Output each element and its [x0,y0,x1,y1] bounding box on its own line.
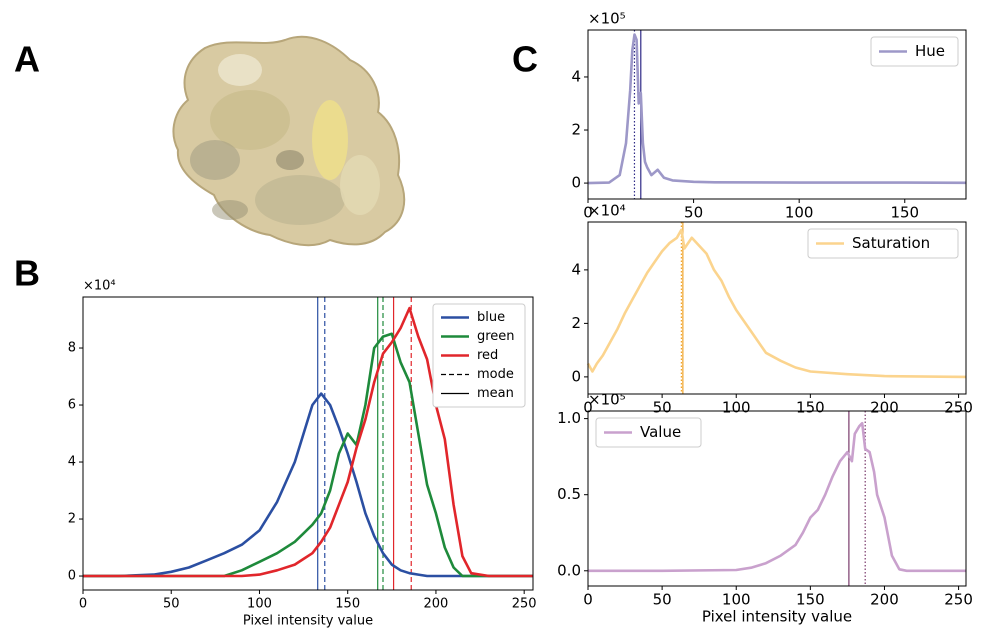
legend-label: mean [477,386,514,401]
x-tick-label: 50 [684,204,703,222]
x-tick-label: 50 [163,597,180,612]
legend-label: Saturation [852,234,930,252]
x-tick-label: 200 [870,399,899,417]
y-tick-label: 2 [68,512,76,527]
offset-text: ×10⁴ [83,279,116,294]
series-line [587,33,967,185]
specimen-photo [172,35,406,247]
x-tick-label: 150 [796,399,825,417]
y-tick-label: 8 [68,341,76,356]
legend: Hue [870,36,959,67]
x-tick-label: 50 [653,591,672,609]
legend-label: mode [477,367,514,382]
legend-label: Hue [915,42,945,60]
axes-frame [587,221,967,395]
legend-label: green [477,329,515,344]
y-tick-label: 6 [68,398,76,413]
legend-box [595,417,702,448]
offset-text: ×10⁵ [588,391,626,409]
series-line [586,228,967,379]
y-tick-label: 4 [571,67,581,85]
x-tick-label: 250 [944,399,973,417]
x-tick-label: 100 [247,597,272,612]
x-tick-label: 250 [512,597,537,612]
x-tick-label: 200 [870,591,899,609]
x-tick-label: 0 [583,204,593,222]
legend-box [432,303,526,408]
axes-frame [82,296,534,591]
legend-label: Value [640,423,681,441]
axes-frame [587,29,967,200]
series-line [83,392,533,578]
x-tick-label: 150 [335,597,360,612]
x-axis-label: Pixel intensity value [243,614,373,629]
y-tick-label: 0 [571,174,581,192]
y-tick-label: 4 [571,260,581,278]
legend: Value [595,417,702,448]
legend-label: red [477,348,498,363]
x-tick-label: 50 [653,399,672,417]
y-tick-label: 0.0 [557,561,581,579]
legend-label: blue [477,310,505,325]
x-tick-label: 100 [722,399,751,417]
x-tick-label: 250 [944,591,973,609]
panel-label: A [14,39,40,80]
y-tick-label: 0 [571,367,581,385]
y-tick-label: 2 [571,314,581,332]
y-tick-label: 1.0 [557,409,581,427]
panel-label: C [512,39,538,80]
x-tick-label: 150 [796,591,825,609]
y-tick-label: 4 [68,455,76,470]
x-tick-label: 0 [583,591,593,609]
legend-box [870,36,959,67]
panel-label: B [14,253,40,294]
y-tick-label: 0 [68,569,76,584]
series-line [588,421,966,573]
offset-text: ×10⁴ [588,202,626,220]
x-tick-label: 100 [785,204,814,222]
legend: blue green red mode mean [432,303,526,408]
x-axis-label: Pixel intensity value [702,608,852,626]
series-line [83,306,533,578]
axes-frame [587,410,967,587]
offset-text: ×10⁵ [588,10,626,28]
x-tick-label: 0 [583,399,593,417]
y-tick-label: 0.5 [557,485,581,503]
x-tick-label: 200 [424,597,449,612]
x-tick-label: 150 [890,204,919,222]
legend: Saturation [807,228,959,259]
x-tick-label: 0 [79,597,87,612]
legend-box [807,228,959,259]
x-tick-label: 100 [722,591,751,609]
y-tick-label: 2 [571,121,581,139]
